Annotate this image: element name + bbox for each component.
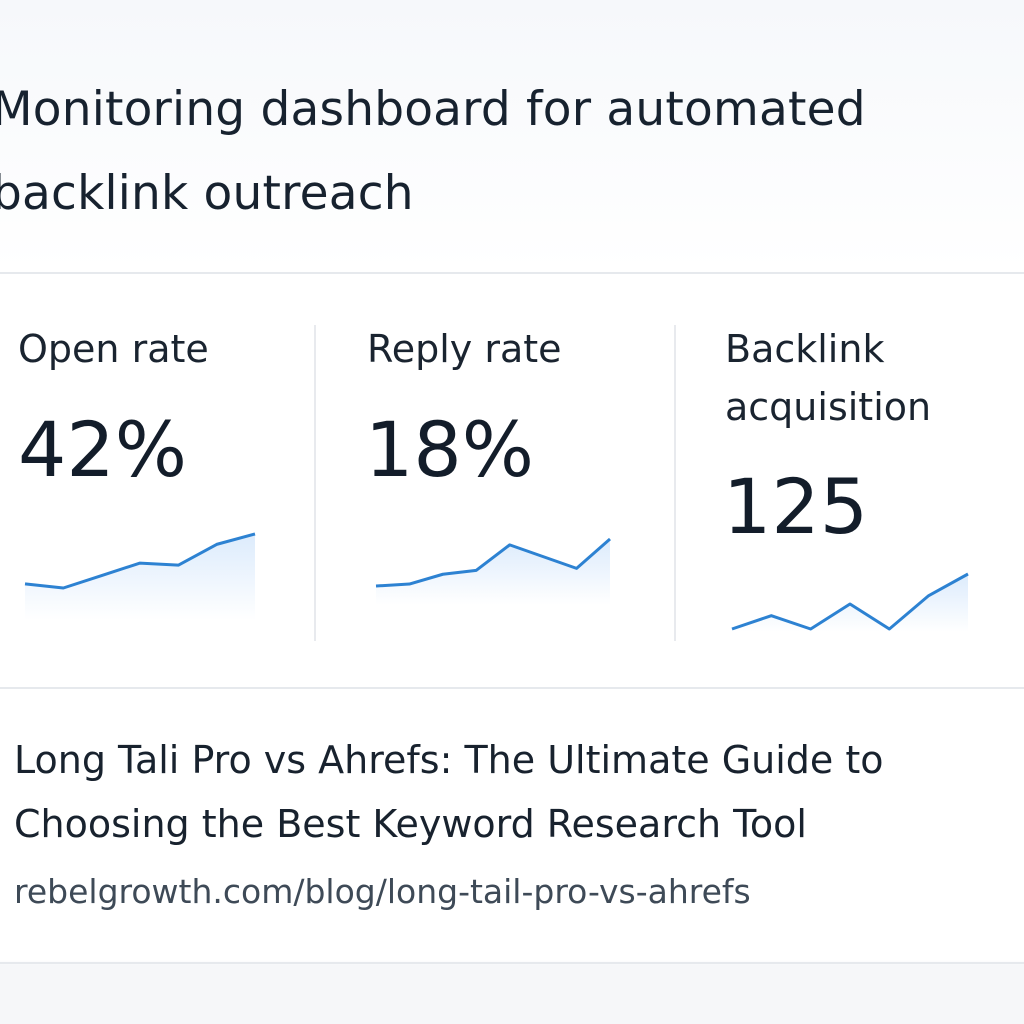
metric-label: Open rate xyxy=(18,327,209,371)
metric-label: Reply rate xyxy=(367,327,562,371)
metric-value: 125 xyxy=(723,462,869,551)
divider xyxy=(0,687,1024,689)
sparkline-line xyxy=(24,532,256,590)
divider xyxy=(674,325,676,641)
metric-value: 42% xyxy=(18,405,187,494)
divider xyxy=(0,962,1024,964)
metric-label: Backlink acquisition xyxy=(725,327,932,429)
sparkline-line xyxy=(731,572,969,631)
sparklines xyxy=(24,532,969,632)
sparkline-area xyxy=(732,574,968,632)
article-url[interactable]: rebelgrowth.com/blog/long-tail-pro-vs-ah… xyxy=(14,872,751,911)
sparkline-line xyxy=(375,537,611,588)
divider xyxy=(314,325,316,641)
metric-value: 18% xyxy=(365,405,534,494)
sparkline-area xyxy=(376,539,610,605)
article-title-link[interactable]: Long Tali Pro vs Ahrefs: The Ultimate Gu… xyxy=(14,738,884,846)
divider xyxy=(0,272,1024,274)
sparkline-area xyxy=(25,534,255,620)
page-title: Monitoring dashboard for automated backl… xyxy=(0,82,866,221)
